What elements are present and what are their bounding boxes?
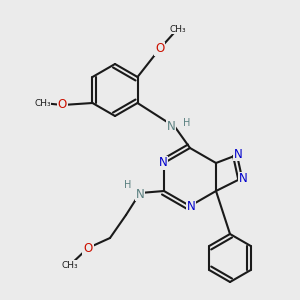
Text: H: H [183, 118, 191, 128]
Text: N: N [167, 121, 176, 134]
Text: N: N [187, 200, 195, 214]
Text: O: O [155, 43, 164, 56]
Text: CH₃: CH₃ [62, 260, 78, 269]
Text: CH₃: CH₃ [169, 25, 186, 34]
Text: H: H [124, 180, 132, 190]
Text: N: N [238, 172, 247, 185]
Text: CH₃: CH₃ [34, 98, 51, 107]
Text: N: N [136, 188, 144, 200]
Text: N: N [159, 157, 167, 169]
Text: O: O [58, 98, 67, 112]
Text: O: O [83, 242, 93, 254]
Text: N: N [234, 148, 242, 160]
